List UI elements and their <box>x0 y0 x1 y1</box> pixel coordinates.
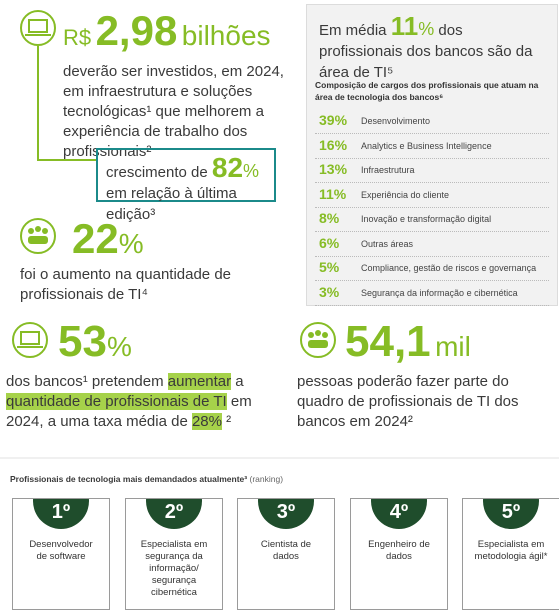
unit: % <box>118 228 144 259</box>
list-row: 13% Infraestrutura <box>315 158 549 183</box>
unit: bilhões <box>181 20 271 51</box>
paragraph: foi o aumento na quantidade de profissio… <box>20 266 232 303</box>
icon-part <box>42 228 48 234</box>
ranking-title: Profissionais de tecnologia mais demanda… <box>10 474 283 484</box>
unit: % <box>106 331 132 362</box>
icon-part <box>315 330 321 336</box>
big-number: 53 <box>58 317 107 366</box>
highlight: quantidade de profissionais de TI <box>6 393 227 410</box>
paragraph: dos bancos¹ pretendem aumentar a quantid… <box>6 372 276 432</box>
row-label: Analytics e Business Intelligence <box>361 140 492 151</box>
big-number: 82 <box>211 152 244 183</box>
text: ² <box>222 413 232 430</box>
list-row: 3% Segurança da informação e cibernética <box>315 281 549 306</box>
unit: mil <box>435 331 471 362</box>
icon-laptop <box>20 10 56 46</box>
row-percent: 39% <box>319 112 348 128</box>
list-row: 16% Analytics e Business Intelligence <box>315 134 549 159</box>
rank-label: Cientista de dados <box>260 539 312 562</box>
unit: % <box>418 19 435 39</box>
title: Profissionais de tecnologia mais demanda… <box>10 474 248 484</box>
rank-card: 2º Especialista em segurança da informaçã… <box>125 498 223 610</box>
connector <box>37 46 96 161</box>
icon-part <box>308 332 314 338</box>
row-label: Infraestrutura <box>361 165 415 175</box>
rank-card: 4º Engenheiro de dados <box>350 498 448 610</box>
text: crescimento de <box>106 164 208 181</box>
share-box: Em média 11% dos profissionais dos banco… <box>306 4 558 306</box>
big-number: 11 <box>390 11 419 41</box>
headline: 22% <box>72 218 144 260</box>
highlight: aumentar <box>167 373 232 390</box>
icon-laptop <box>12 322 48 358</box>
rank-number: 1º <box>51 501 71 523</box>
list-row: 5% Compliance, gestão de riscos e governa… <box>315 256 549 281</box>
rank-label: Especialista em segurança da informação/… <box>140 539 208 598</box>
rank-number: 4º <box>389 501 409 523</box>
headline: 53% <box>58 320 132 364</box>
icon-part <box>322 332 328 338</box>
row-label: Outras áreas <box>361 238 414 249</box>
list: 39% Desenvolvimento 16% Analytics e Busines… <box>315 109 549 306</box>
row-percent: 13% <box>319 161 348 177</box>
rank-card: 1º Desenvolvedor de software <box>12 498 110 610</box>
paragraph: pessoas poderão fazer parte do quadro de… <box>297 373 519 430</box>
highlight: 28% <box>191 413 222 430</box>
growth-box: crescimento de 82% em relação à última e… <box>96 148 276 223</box>
text: dos profissionais dos bancos são da área… <box>319 22 533 81</box>
row-label: Experiência do cliente <box>361 189 450 200</box>
icon-part <box>35 226 41 232</box>
row-label: Segurança da informação e cibernética <box>361 287 518 298</box>
icon-part <box>308 340 328 348</box>
row-percent: 3% <box>319 283 340 300</box>
rank-card: 3º Cientista de dados <box>237 498 335 610</box>
icon-part <box>28 19 48 33</box>
big-number: 22 <box>72 215 119 262</box>
paragraph: deverão ser investidos, em 2024, em infr… <box>63 63 284 160</box>
rank-number: 5º <box>501 501 521 523</box>
unit: % <box>243 161 260 181</box>
list-row: 11% Experiência do cliente <box>315 183 549 208</box>
rank-number: 3º <box>276 501 296 523</box>
rank-label: Desenvolvedor de software <box>29 539 93 562</box>
big-number: 2,98 <box>95 7 178 54</box>
list-row: 39% Desenvolvimento <box>315 109 549 134</box>
row-label: Desenvolvimento <box>361 116 431 126</box>
list-row: 6% Outras áreas <box>315 232 549 257</box>
icon-part <box>28 228 34 234</box>
row-label: Inovação e transformação digital <box>361 214 492 224</box>
rank-label: Engenheiro de dados <box>368 539 430 562</box>
row-percent: 16% <box>319 136 348 153</box>
rank-card: 5º Especialista em metodologia ágil* <box>462 498 559 610</box>
row-percent: 11% <box>319 185 347 202</box>
rank-number: 2º <box>164 501 184 523</box>
share-headline: Em média 11% dos profissionais dos banco… <box>319 13 549 83</box>
headline: 54,1 mil <box>345 320 471 364</box>
icon-part <box>20 331 40 345</box>
subtitle: Composição de cargos dos profissionais q… <box>315 80 539 102</box>
big-number: 54,1 <box>345 317 431 366</box>
text: em 2024, a uma taxa média de <box>6 393 252 430</box>
icon-part <box>28 236 48 244</box>
row-percent: 5% <box>319 259 340 275</box>
row-percent: 8% <box>319 210 340 226</box>
investment-headline: R$ 2,98 bilhões <box>63 10 271 52</box>
note: (ranking) <box>249 474 284 484</box>
list-row: 8% Inovação e transformação digital <box>315 207 549 232</box>
text: a <box>231 373 244 390</box>
currency: R$ <box>63 25 92 50</box>
row-percent: 6% <box>319 234 340 251</box>
rank-label: Especialista em metodologia ágil* <box>474 539 548 562</box>
row-label: Compliance, gestão de riscos e governanç… <box>361 263 537 273</box>
text: Em média <box>319 22 387 39</box>
text: em relação à última edição³ <box>106 185 237 223</box>
text: dos bancos¹ pretendem <box>6 373 168 390</box>
